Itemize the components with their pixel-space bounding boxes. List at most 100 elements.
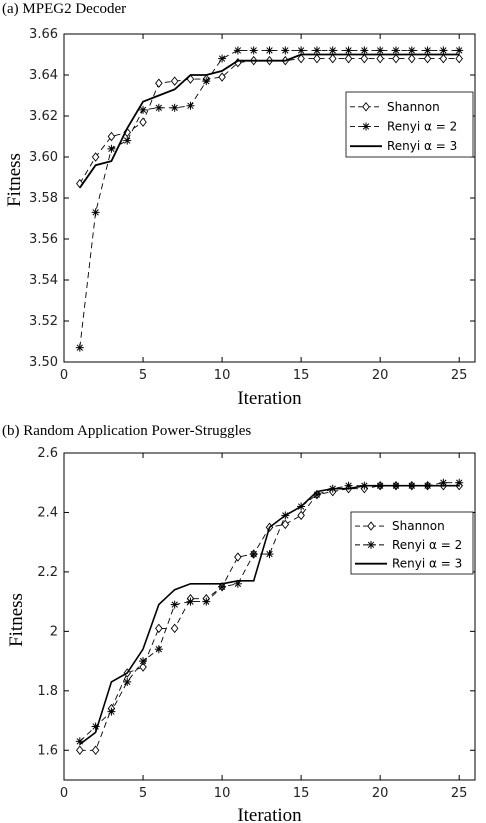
chart-a-series-2-point	[439, 46, 448, 55]
chart-a-series-2-point-stroke	[250, 47, 257, 54]
chart-a-series-2-point-stroke	[361, 47, 368, 54]
chart-a-ytick-label: 3.60	[29, 150, 58, 165]
chart-a-series-1-point	[91, 152, 100, 162]
chart-a-ytick-label: 3.56	[29, 232, 58, 247]
chart-b-xtick-label: 0	[60, 786, 68, 801]
chart-a-ytick-label: 3.66	[29, 27, 58, 42]
chart-a-series-2-point	[423, 46, 432, 55]
chart-a-series-2-point-stroke	[345, 47, 352, 54]
chart-a-series-2-point	[107, 144, 116, 153]
chart-b-xlabel: Iteration	[237, 805, 302, 823]
chart-a-series-2-point	[202, 77, 211, 86]
chart-b-series-2-point-stroke	[108, 708, 115, 715]
chart-a-series-2-point-stroke	[392, 47, 400, 54]
chart-a-series-1-point	[297, 53, 305, 64]
chart-a-plot: 3.50 3.52 3.54 3.56 3.58 3.60 3.62 3.64 3.66 0 5 10…	[4, 27, 476, 409]
chart-a-series-2-point	[123, 136, 132, 145]
chart-b-series-2-point-stroke	[218, 583, 226, 590]
chart-a-series-2-point	[376, 46, 385, 55]
chart-a-xtick-label: 20	[372, 368, 389, 383]
chart-b-legend-marker-2	[367, 540, 375, 549]
chart-a-ylabel: Fitness	[4, 153, 25, 207]
chart-a-legend-label-1: Shannon	[387, 100, 440, 114]
chart-b-series-2-point-stroke	[234, 580, 242, 587]
chart-b-series-2-point-stroke	[456, 479, 463, 486]
chart-b-series-1-point	[234, 552, 242, 562]
chart-a-xtick-label: 5	[139, 368, 147, 383]
chart-a-series-2-point-stroke	[218, 55, 226, 62]
chart-a-series-2-point	[265, 46, 274, 55]
chart-a-series-2-point-stroke	[187, 102, 194, 109]
chart-a-series-1-point	[328, 53, 337, 64]
chart-a-series-2-point	[170, 103, 179, 112]
chart-b-ytick-label: 1.6	[37, 743, 58, 758]
chart-a-series-2-point-stroke	[92, 209, 99, 216]
chart-b-legend-marker-1	[367, 521, 375, 531]
chart-a-series-2-point-stroke	[139, 106, 147, 114]
chart-b-series-1-point	[139, 662, 147, 672]
chart-b-legend-label-2: Renyi α = 2	[392, 538, 462, 552]
chart-a-series-2-point-stroke	[297, 47, 305, 54]
chart-b-series-2-point-stroke	[171, 601, 178, 608]
chart-a-series-1-point	[170, 76, 179, 86]
chart-a-series-2-point	[297, 46, 306, 55]
chart-a-series-2-point	[75, 343, 84, 352]
chart-a-series-2-point	[233, 46, 242, 55]
chart-b-ytick-label: 2.6	[37, 446, 58, 461]
chart-a-series-1-point	[107, 131, 116, 142]
chart-a-series-2-point-stroke	[313, 47, 321, 54]
chart-b-legend-label-1: Shannon	[392, 519, 445, 533]
chart-a-series-2-point	[249, 46, 258, 55]
chart-b-series-2-point-stroke	[203, 598, 210, 605]
chart-a-legend-marker-1	[362, 102, 370, 112]
chart-a-series-2-point	[344, 46, 353, 55]
chart-a-series-1-point	[155, 78, 163, 88]
chart-a-series-3-line	[79, 53, 460, 189]
chart-b-series-1-point	[297, 510, 305, 521]
chart-b-series-2-point-stroke	[440, 479, 447, 486]
chart-a-series-1-point	[139, 117, 147, 127]
chart-a-series-2-point	[218, 54, 227, 63]
chart-a-series-2-point-stroke	[155, 104, 163, 111]
chart-b-series-1-point	[170, 623, 179, 634]
chart-b-series-2-point	[218, 582, 227, 591]
chart-a-series-1-point	[344, 53, 353, 64]
chart-a-series-2-point-stroke	[171, 104, 178, 111]
chart-b-ytick-label: 1.8	[37, 684, 58, 699]
chart-b-series-3-line	[79, 484, 460, 745]
chart-a-axes-box	[63, 33, 476, 363]
chart-a-legend-marker-2	[362, 122, 370, 131]
chart-b-legend-marker-2-stroke	[367, 541, 375, 549]
chart-b-series-2-point-stroke	[124, 678, 131, 686]
chart-a-xlabel: Iteration	[237, 388, 302, 409]
chart-b-series-2-point-stroke	[76, 738, 83, 745]
chart-b-series-2-point	[202, 597, 211, 606]
chart-b-series-2-point	[139, 657, 148, 666]
chart-a-series-1-point	[218, 72, 226, 82]
chart-a-ytick-label: 3.50	[29, 355, 58, 370]
chart-a-series-2-point-stroke	[440, 47, 447, 54]
chart-b-series-2-point	[249, 550, 258, 559]
chart-a-xtick-label: 0	[60, 368, 68, 383]
chart-a-ytick-label: 3.58	[29, 191, 58, 206]
chart-b-series-2-point	[123, 677, 132, 686]
chart-a-legend-label-3: Renyi α = 3	[387, 139, 457, 153]
chart-a-series-1-point	[423, 53, 432, 64]
chart-a-series-2-point	[455, 46, 464, 55]
chart-b-series-1-point	[281, 519, 290, 530]
chart-a-series-2-point-stroke	[266, 47, 273, 54]
chart-a-xtick-label: 25	[451, 368, 468, 383]
chart-a-series-2-point-stroke	[124, 137, 131, 144]
chart-b-series-2-point-stroke	[155, 646, 163, 653]
chart-b-series-2-point	[265, 550, 274, 559]
chart-a-series-2-point-stroke	[76, 344, 83, 351]
chart-a-series-2-point	[312, 46, 321, 55]
chart-b-xtick-label: 20	[372, 786, 389, 801]
chart-a-series-2-point	[360, 46, 369, 55]
chart-b-series-2-point-stroke	[139, 657, 147, 665]
chart-b-ylabel: Fitness	[6, 593, 27, 647]
chart-a-series-2-point-stroke	[456, 47, 463, 54]
chart-a-series-2-point	[391, 46, 400, 55]
chart-b-axes-box	[63, 452, 476, 781]
